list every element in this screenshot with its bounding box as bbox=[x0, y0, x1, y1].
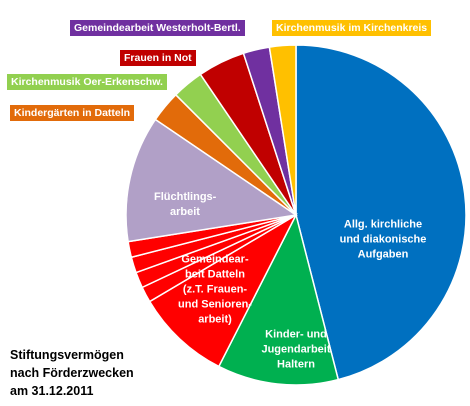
chart-title: Stiftungsvermögen bbox=[10, 348, 124, 362]
chart-title: am 31.12.2011 bbox=[10, 384, 94, 398]
slice-label-box: Kirchenmusik Oer-Erkenschw. bbox=[7, 74, 167, 90]
pie-slice bbox=[268, 44, 297, 216]
pie-slice bbox=[217, 212, 340, 386]
slice-label-box: Kindergärten in Datteln bbox=[10, 105, 135, 121]
slice-label: Allg. kirchliche und diakonische Aufgabe… bbox=[339, 218, 427, 261]
chart-title: nach Förderzwecken bbox=[10, 366, 134, 380]
pie-slice bbox=[125, 118, 298, 243]
slice-label-box: Gemeindearbeit Westerholt-Bertl. bbox=[70, 20, 245, 36]
slice-label-box: Kirchenmusik im Kirchenkreis bbox=[272, 20, 432, 36]
slice-label: Kinder- und Jugendarbeit Haltern bbox=[261, 328, 331, 371]
slice-label: Gemeindear-beit Datteln (z.T. Frauen- un… bbox=[178, 253, 252, 326]
pie-slice bbox=[148, 213, 298, 368]
slice-label-box: Frauen in Not bbox=[120, 50, 196, 66]
pie-slice bbox=[295, 44, 467, 381]
slice-label: Flüchtlings-arbeit bbox=[154, 191, 217, 218]
